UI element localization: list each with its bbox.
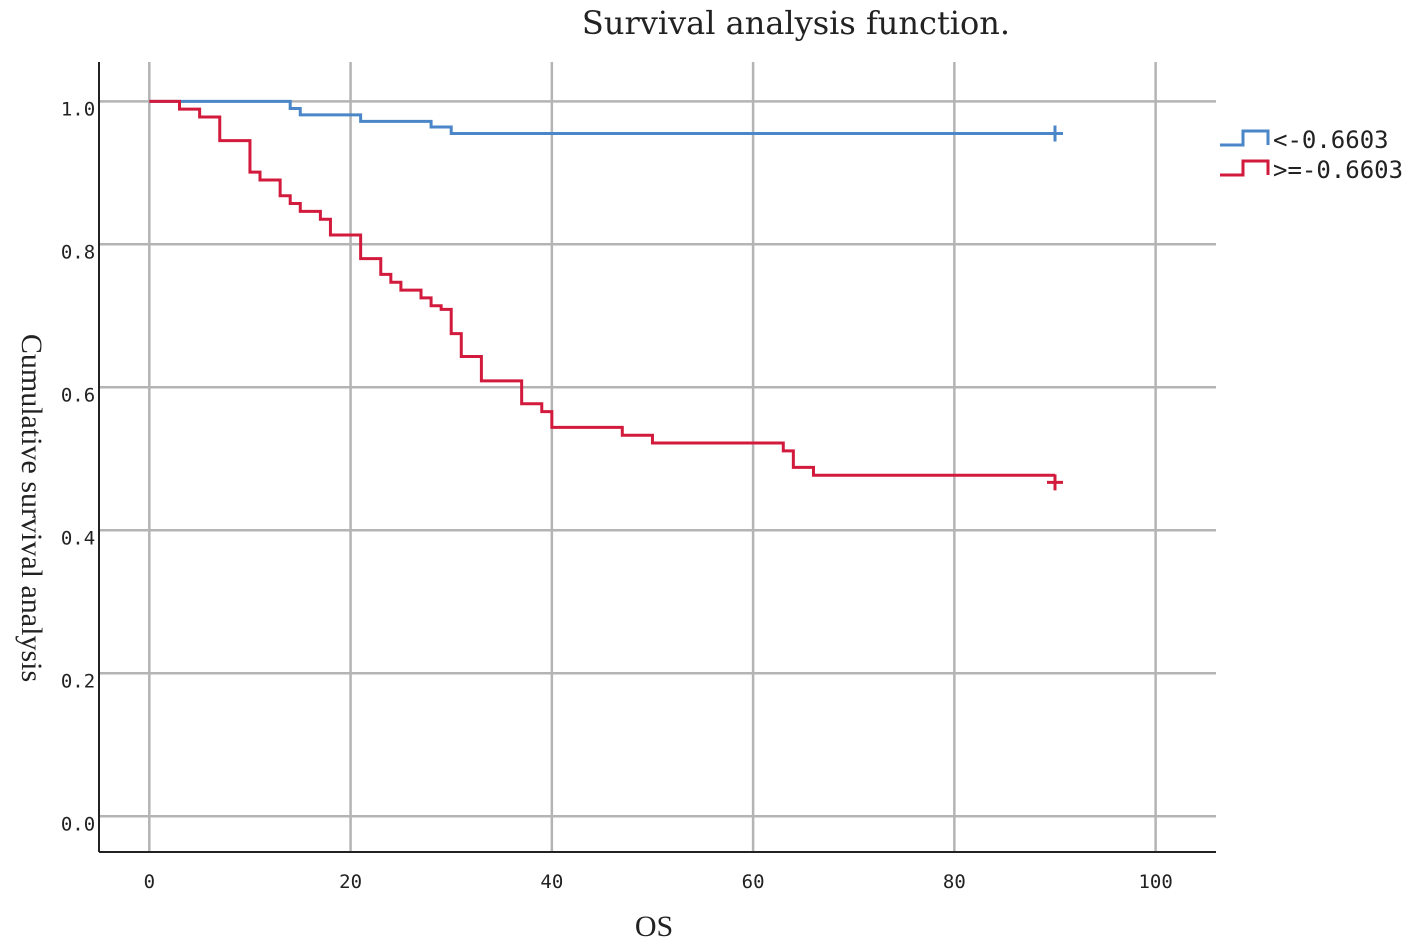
x-tick-label: 60: [742, 871, 765, 893]
y-tick-label: 0.6: [61, 384, 95, 406]
survival-curve-series-2: [149, 99, 1055, 477]
x-tick-label: 0: [144, 871, 155, 893]
legend-swatch: [1220, 159, 1270, 177]
axes: [98, 62, 1216, 853]
legend-label: <-0.6603: [1273, 126, 1389, 154]
legend-swatch: [1220, 129, 1270, 147]
survival-curve-series-1: [149, 99, 1055, 135]
x-tick-label: 100: [1138, 871, 1172, 893]
legend: <-0.6603>=-0.6603: [1220, 126, 1403, 184]
y-tick-label: 1.0: [61, 98, 95, 120]
y-tick-label: 0.4: [61, 527, 95, 549]
legend-label: >=-0.6603: [1273, 156, 1403, 184]
y-axis-label: Cumulative survival analysis: [15, 334, 48, 682]
x-tick-label: 80: [943, 871, 966, 893]
y-tick-label: 0.8: [61, 241, 95, 263]
x-tick-label: 20: [339, 871, 362, 893]
x-axis-label: OS: [635, 910, 673, 943]
y-tick-label: 0.0: [61, 813, 95, 835]
y-tick-label: 0.2: [61, 670, 95, 692]
tick-labels: 0 20 40 60 80 100 0.0 0.2 0.4 0.6 0.8 1.0: [61, 98, 1173, 893]
survival-curves: [149, 99, 1063, 491]
x-tick-label: 40: [540, 871, 563, 893]
chart-title: Survival analysis function.: [582, 4, 1010, 42]
censor-mark: [1046, 125, 1063, 142]
censor-mark: [1046, 474, 1063, 491]
